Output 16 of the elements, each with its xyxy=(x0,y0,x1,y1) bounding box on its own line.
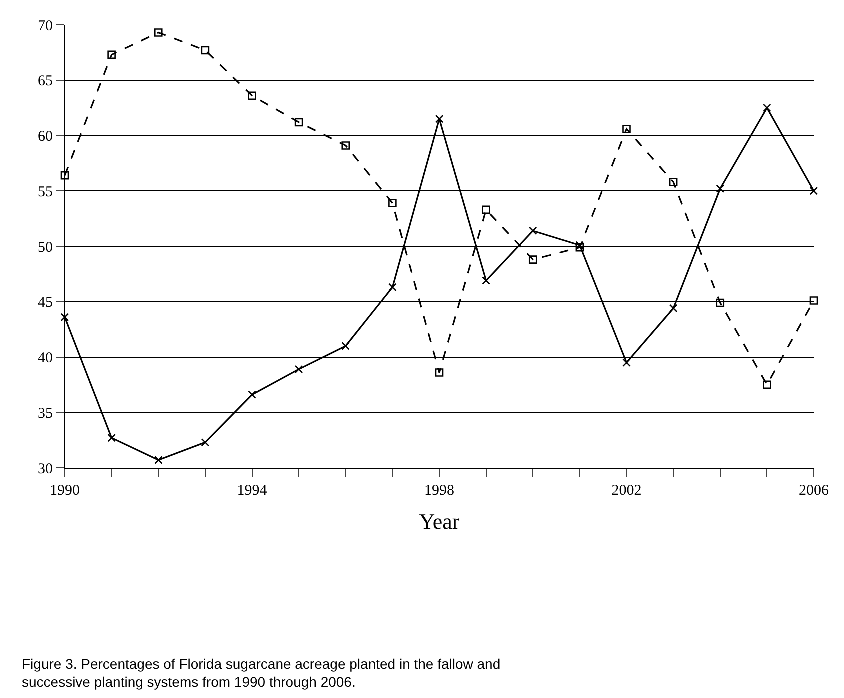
caption: Figure 3. Percentages of Florida sugarcane acreage planted in the fallow and successive planting systems from 1990 through 2006. xyxy=(22,656,501,690)
y-tick-label: 50 xyxy=(38,240,53,256)
x-tick-label: 1998 xyxy=(424,483,454,499)
x-axis-title: Year xyxy=(419,508,460,534)
x-tick-label: 2002 xyxy=(612,483,642,499)
x-tick-label: 1994 xyxy=(237,483,268,499)
y-tick-label: 30 xyxy=(38,461,53,478)
y-tick-label: 45 xyxy=(38,295,53,312)
x-tick-label: 1990 xyxy=(50,483,80,499)
y-tick-label: 70 xyxy=(38,18,53,34)
y-tick-label: 55 xyxy=(38,184,53,200)
y-tick-label: 60 xyxy=(38,129,53,145)
y-tick-label: 40 xyxy=(38,350,53,366)
y-tick-label: 65 xyxy=(38,74,53,90)
y-tick-label: 35 xyxy=(38,406,53,422)
x-tick-label: 2006 xyxy=(799,483,830,499)
